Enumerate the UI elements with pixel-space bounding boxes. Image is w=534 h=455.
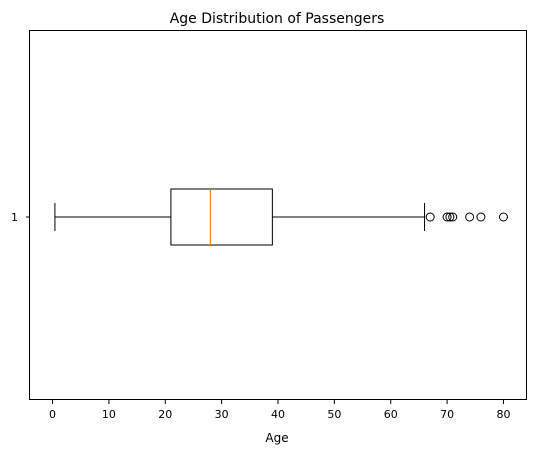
axes-frame	[29, 30, 527, 400]
chart-title: Age Distribution of Passengers	[170, 11, 385, 27]
outlier-point-6	[498, 212, 508, 222]
x-tick-label-10: 10	[102, 408, 116, 421]
x-tick-label-60: 60	[384, 408, 398, 421]
plot-area	[54, 188, 508, 246]
outlier-point-4	[465, 212, 475, 222]
y-tick-label-1: 1	[11, 211, 18, 224]
x-axis: 0 10 20 30 40 50 60 70 80	[49, 400, 510, 421]
x-tick-label-50: 50	[327, 408, 341, 421]
outlier-point-1	[442, 212, 452, 222]
x-tick-label-30: 30	[215, 408, 229, 421]
outlier-point-2	[445, 212, 455, 222]
x-tick-label-20: 20	[158, 408, 172, 421]
y-axis: 1	[11, 211, 30, 224]
x-tick-label-80: 80	[496, 408, 510, 421]
x-axis-label: Age	[265, 431, 288, 445]
iqr-box	[170, 188, 273, 246]
x-tick-label-40: 40	[271, 408, 285, 421]
x-tick-label-70: 70	[440, 408, 454, 421]
box-series-1	[54, 188, 508, 246]
x-tick-label-0: 0	[49, 408, 56, 421]
outlier-point-0	[425, 212, 435, 222]
outlier-point-3	[448, 212, 458, 222]
outlier-point-5	[476, 212, 486, 222]
